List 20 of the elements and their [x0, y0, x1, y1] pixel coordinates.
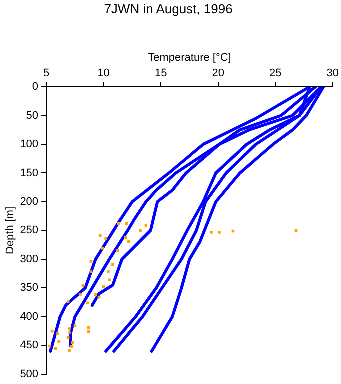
- y-tick-label: 250: [20, 224, 39, 237]
- y-tick-label: 300: [20, 253, 39, 266]
- chart-title: 7JWN in August, 1996: [104, 1, 233, 16]
- y-tick-label: 0: [32, 81, 39, 94]
- x-tick-label: 20: [212, 67, 224, 80]
- y-tick-label: 100: [20, 138, 39, 151]
- x-tick-label: 5: [43, 67, 50, 80]
- x-axis-title: Temperature [°C]: [148, 52, 232, 64]
- y-tick-label: 350: [20, 282, 39, 294]
- y-tick-label: 450: [20, 340, 39, 352]
- x-tick-label: 10: [98, 67, 110, 80]
- y-tick-label: 50: [26, 110, 39, 122]
- x-tick-label: 30: [326, 67, 340, 80]
- y-tick-label: 400: [20, 310, 39, 323]
- y-tick-label: 200: [20, 196, 39, 208]
- x-tick-label: 25: [269, 67, 282, 80]
- y-tick-label: 150: [20, 167, 39, 180]
- y-tick-label: 500: [20, 368, 39, 380]
- x-tick-label: 15: [154, 67, 168, 80]
- y-axis-title: Depth [m]: [4, 206, 17, 255]
